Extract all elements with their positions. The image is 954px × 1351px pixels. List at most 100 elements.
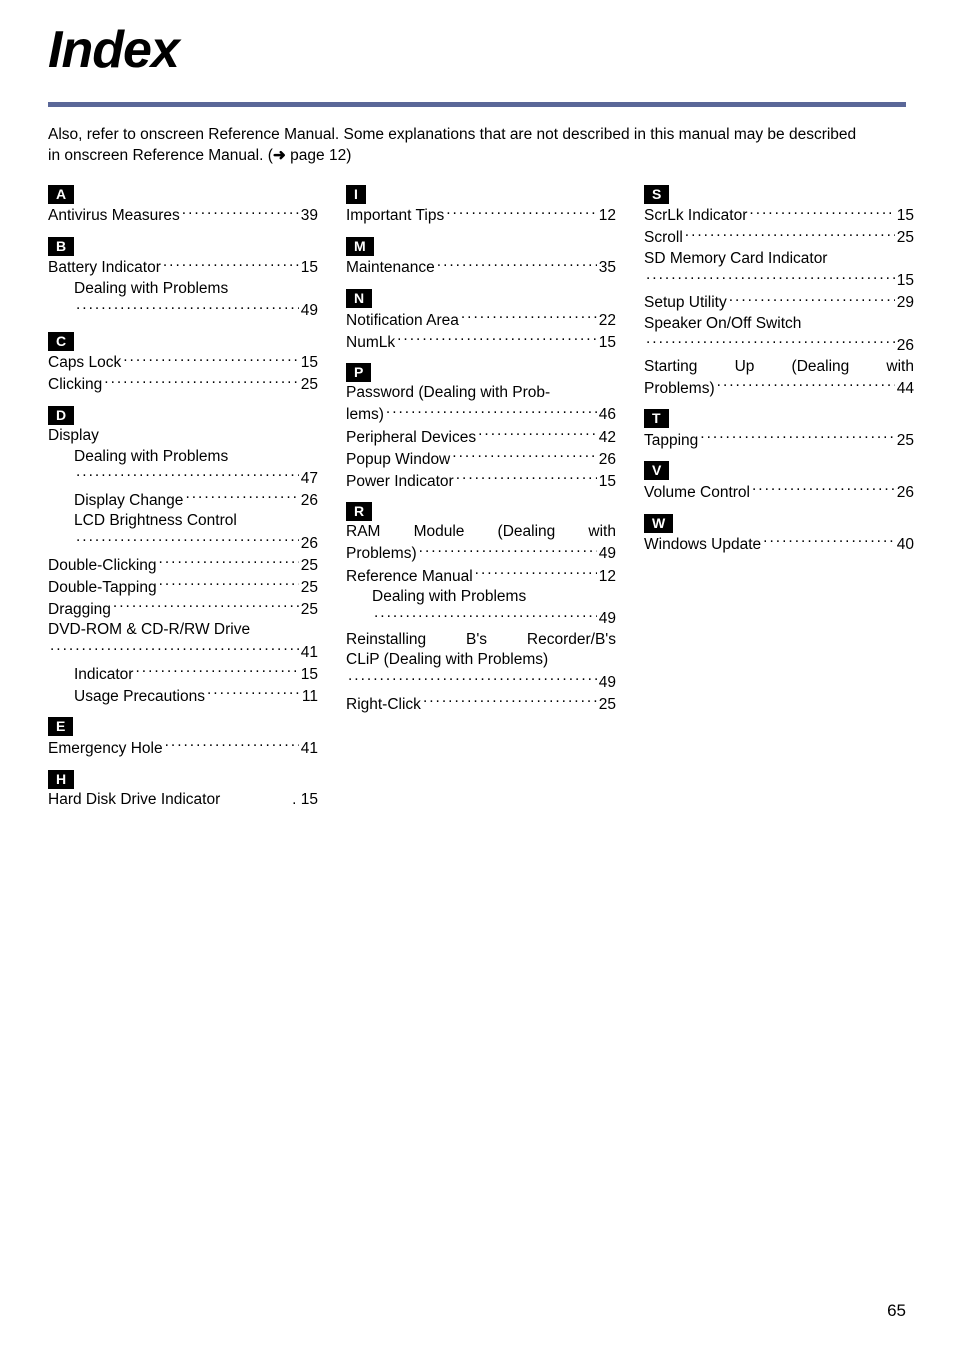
index-column: SScrLk Indicator15Scroll25SD Memory Card… <box>644 181 914 810</box>
entry-text: Hard Disk Drive Indicator <box>48 790 292 811</box>
index-entry: Dealing with Problems <box>48 279 318 300</box>
entry-text: ScrLk Indicator <box>644 206 747 227</box>
entry-dots <box>76 300 299 316</box>
entry-page: 26 <box>599 450 616 471</box>
intro-text: Also, refer to onscreen Reference Manual… <box>48 125 906 167</box>
index-entry: SD Memory Card Indicator <box>644 249 914 270</box>
entry-text: Double-Clicking <box>48 556 157 577</box>
entry-text: Battery Indicator <box>48 258 161 279</box>
entry-dots <box>446 205 597 221</box>
entry-page: 25 <box>897 431 914 452</box>
entry-dots <box>207 685 300 701</box>
letter-badge: E <box>48 717 73 736</box>
entry-text: Usage Precautions <box>74 687 205 708</box>
index-entry: 49 <box>346 671 616 693</box>
index-entry: Important Tips12 <box>346 205 616 227</box>
entry-page: 47 <box>301 469 318 490</box>
entry-page: 15 <box>301 258 318 279</box>
entry-text: Problems) <box>644 379 715 400</box>
entry-dots <box>646 335 895 351</box>
entry-dots <box>763 534 895 550</box>
entry-dots <box>374 608 597 624</box>
entry-text: Notification Area <box>346 311 459 332</box>
title-underline <box>48 102 906 107</box>
entry-dots <box>76 532 299 548</box>
letter-badge: T <box>644 409 669 428</box>
letter-badge: I <box>346 185 366 204</box>
entry-text: Problems) <box>346 544 417 565</box>
index-entry: Problems) 49 <box>346 543 616 565</box>
index-entry: CLiP (Dealing with Problems) <box>346 650 616 671</box>
entry-page: 39 <box>301 206 318 227</box>
entry-dots <box>163 257 299 273</box>
letter-badge: W <box>644 514 673 533</box>
index-entry: Notification Area22 <box>346 309 616 331</box>
index-entry: NumLk 15 <box>346 331 616 353</box>
entry-page: 25 <box>301 556 318 577</box>
entry-page: 15 <box>301 665 318 686</box>
entry-text: Speaker On/Off Switch <box>644 314 801 335</box>
letter-badge: R <box>346 502 372 521</box>
entry-text: Volume Control <box>644 483 750 504</box>
entry-page: 26 <box>301 491 318 512</box>
entry-page: . 15 <box>292 790 318 811</box>
entry-dots <box>717 377 895 393</box>
index-entry: Reinstalling B's Recorder/B's <box>346 630 616 651</box>
entry-page: 29 <box>897 293 914 314</box>
entry-page: 49 <box>599 609 616 630</box>
entry-dots <box>348 671 597 687</box>
entry-page: 49 <box>599 544 616 565</box>
index-entry: Setup Utility29 <box>644 292 914 314</box>
entry-text: lems) <box>346 405 384 426</box>
entry-page: 46 <box>599 405 616 426</box>
letter-badge: H <box>48 770 74 789</box>
entry-page: 41 <box>301 643 318 664</box>
entry-page: 41 <box>301 739 318 760</box>
index-entry: Clicking25 <box>48 374 318 396</box>
entry-page: 40 <box>897 535 914 556</box>
entry-dots <box>729 292 895 308</box>
entry-dots <box>104 374 298 390</box>
index-entry: Antivirus Measures39 <box>48 205 318 227</box>
entry-dots <box>419 543 597 559</box>
entry-dots <box>478 426 597 442</box>
index-entry: Battery Indicator 15 <box>48 257 318 279</box>
index-entry: lems) 46 <box>346 404 616 426</box>
index-entry: Dragging25 <box>48 598 318 620</box>
index-entry: Dealing with Problems <box>346 587 616 608</box>
entry-page: 26 <box>301 534 318 555</box>
entry-page: 11 <box>302 687 318 708</box>
index-entry: Password (Dealing with Prob- <box>346 383 616 404</box>
index-entry: 15 <box>644 270 914 292</box>
entry-page: 15 <box>599 333 616 354</box>
index-entry: Double-Tapping25 <box>48 576 318 598</box>
page-title: Index <box>48 20 906 80</box>
index-entry: 49 <box>346 608 616 630</box>
index-columns: AAntivirus Measures39BBattery Indicator1… <box>48 181 906 810</box>
entry-dots <box>685 227 895 243</box>
index-entry: Usage Precautions 11 <box>48 685 318 707</box>
entry-dots <box>700 429 894 445</box>
entry-text: Dragging <box>48 600 111 621</box>
entry-text: Maintenance <box>346 258 435 279</box>
index-entry: Speaker On/Off Switch <box>644 314 914 335</box>
entry-text: Double-Tapping <box>48 578 157 599</box>
entry-page: 15 <box>897 271 914 292</box>
index-entry: Peripheral Devices42 <box>346 426 616 448</box>
entry-text: Peripheral Devices <box>346 428 476 449</box>
index-entry: Volume Control26 <box>644 481 914 503</box>
entry-page: 15 <box>599 472 616 493</box>
entry-text: Password (Dealing with Prob- <box>346 383 550 404</box>
index-entry: 41 <box>48 641 318 663</box>
index-entry: ScrLk Indicator15 <box>644 205 914 227</box>
entry-page: 15 <box>301 353 318 374</box>
entry-text: SD Memory Card Indicator <box>644 249 827 270</box>
index-column: IImportant Tips12MMaintenance35NNotifica… <box>346 181 616 810</box>
entry-text: NumLk <box>346 333 395 354</box>
entry-text: DVD-ROM & CD-R/RW Drive <box>48 620 250 641</box>
page-number: 65 <box>887 1301 906 1321</box>
entry-dots <box>752 481 895 497</box>
entry-dots <box>646 270 895 286</box>
index-entry: Dealing with Problems <box>48 447 318 468</box>
letter-badge: N <box>346 289 372 308</box>
